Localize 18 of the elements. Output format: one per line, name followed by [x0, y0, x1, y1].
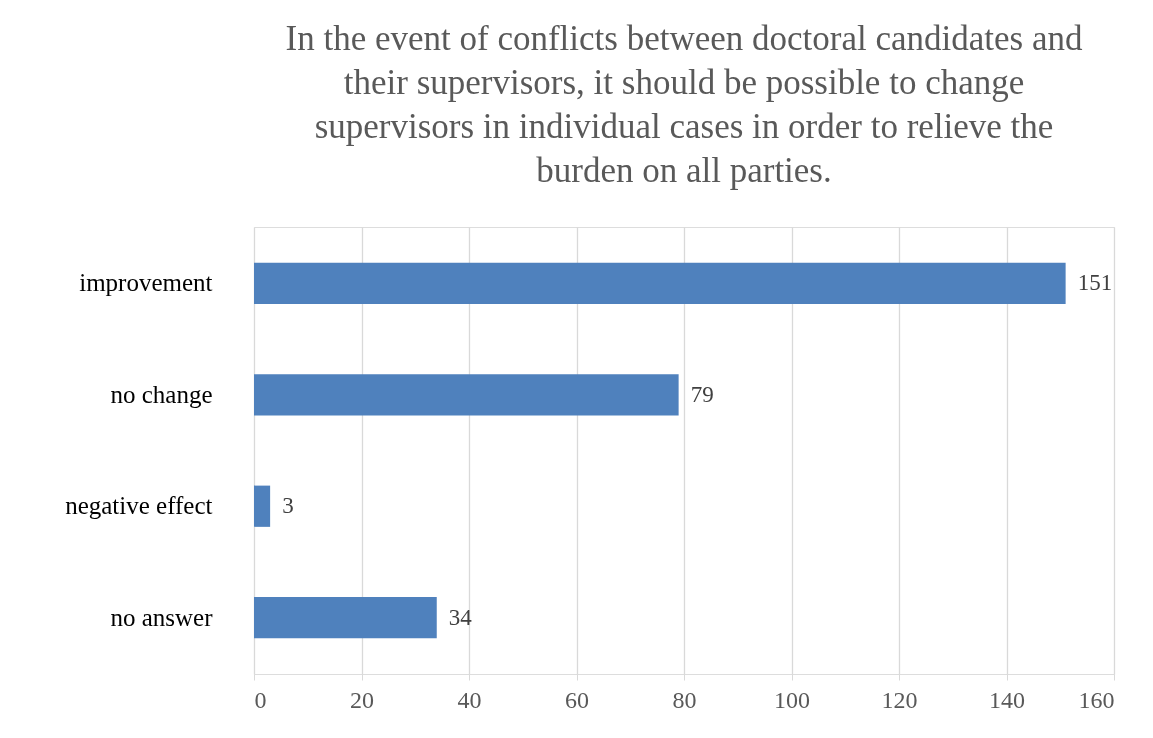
data-label: 3 — [282, 493, 294, 519]
data-label: 34 — [448, 604, 473, 630]
x-tick-label: 160 — [1078, 686, 1115, 713]
chart-title: In the event of conflicts between doctoral candidates and their supervisors, it should be possible to change supervisors in individual cases in order to relieve the burden on all parties. — [285, 19, 1083, 190]
x-tick-label: 20 — [350, 686, 374, 713]
x-tick-label: 140 — [989, 686, 1025, 713]
x-tick-label: 120 — [881, 686, 918, 713]
x-tick-label: 40 — [457, 686, 482, 713]
y-tick-label: no answer — [110, 603, 214, 631]
x-tick-label: 80 — [672, 686, 697, 713]
y-tick-label: improvement — [79, 269, 213, 297]
y-tick-label: negative effect — [65, 492, 213, 520]
y-tick-label: no change — [110, 380, 213, 408]
x-tick-label: 100 — [774, 686, 810, 713]
x-tick-label: 60 — [565, 686, 589, 713]
x-tick-label: 0 — [254, 686, 267, 713]
data-label: 151 — [1077, 270, 1113, 296]
data-label: 79 — [690, 381, 714, 407]
